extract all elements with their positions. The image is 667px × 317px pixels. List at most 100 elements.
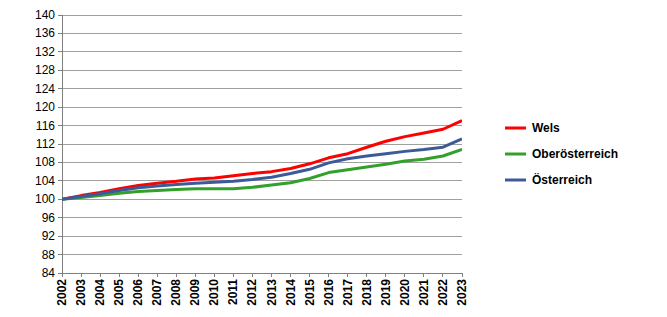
legend-swatch <box>505 153 526 156</box>
x-tick-label: 2003 <box>74 279 88 306</box>
y-tick-label: 128 <box>35 63 55 77</box>
x-tick <box>347 273 348 277</box>
y-tick <box>58 217 62 218</box>
y-tick <box>58 88 62 89</box>
y-tick <box>58 15 62 16</box>
legend-label: Oberösterreich <box>532 147 618 161</box>
y-tick <box>58 144 62 145</box>
x-tick-label: 2013 <box>265 279 279 306</box>
x-tick <box>157 273 158 277</box>
grid-line <box>62 273 462 274</box>
x-tick <box>404 273 405 277</box>
y-tick <box>58 199 62 200</box>
grid-line <box>62 70 462 71</box>
grid-line <box>62 180 462 181</box>
x-tick <box>442 273 443 277</box>
y-tick-label: 120 <box>35 100 55 114</box>
x-tick <box>214 273 215 277</box>
grid-line <box>62 51 462 52</box>
y-tick-label: 96 <box>42 211 56 225</box>
x-tick-label: 2004 <box>93 279 107 306</box>
grid-line <box>62 88 462 89</box>
series-line <box>62 139 462 199</box>
legend-swatch <box>505 179 526 182</box>
x-tick-label: 2007 <box>150 279 164 306</box>
y-tick <box>58 70 62 71</box>
x-tick-label: 2008 <box>169 279 183 306</box>
x-tick-label: 2010 <box>207 279 221 306</box>
y-tick <box>58 33 62 34</box>
x-tick <box>176 273 177 277</box>
y-tick <box>58 125 62 126</box>
x-tick-label: 2009 <box>188 279 202 306</box>
y-tick-label: 116 <box>36 119 55 133</box>
x-tick <box>81 273 82 277</box>
y-tick-label: 140 <box>35 8 55 22</box>
y-tick <box>58 236 62 237</box>
x-tick-label: 2017 <box>341 279 355 306</box>
series-line <box>62 150 462 200</box>
legend-swatch <box>505 127 526 130</box>
y-tick <box>58 254 62 255</box>
y-tick-label: 132 <box>35 45 55 59</box>
y-tick-label: 136 <box>35 26 55 40</box>
x-tick <box>138 273 139 277</box>
grid-line <box>62 254 462 255</box>
y-tick-label: 92 <box>42 229 56 243</box>
x-tick-label: 2020 <box>398 279 412 306</box>
y-tick <box>58 51 62 52</box>
x-tick-label: 2018 <box>360 279 374 306</box>
x-tick <box>309 273 310 277</box>
x-tick-label: 2021 <box>417 279 431 306</box>
x-tick-label: 2011 <box>226 279 240 305</box>
y-tick-label: 84 <box>42 266 56 280</box>
x-tick-label: 2016 <box>322 279 336 306</box>
series-line <box>62 121 462 200</box>
grid-line <box>62 199 462 200</box>
x-tick <box>119 273 120 277</box>
y-tick <box>58 162 62 163</box>
y-axis <box>62 15 63 273</box>
grid-line <box>62 107 462 108</box>
y-tick <box>58 107 62 108</box>
grid-line <box>62 15 462 16</box>
y-tick-label: 124 <box>35 82 55 96</box>
x-tick-label: 2012 <box>245 279 259 306</box>
x-tick <box>271 273 272 277</box>
y-tick <box>58 273 62 274</box>
y-tick-label: 108 <box>35 155 55 169</box>
grid-line <box>62 236 462 237</box>
series-group <box>62 121 462 200</box>
x-tick-label: 2002 <box>55 279 69 306</box>
x-tick <box>62 273 63 277</box>
x-axis <box>62 273 462 274</box>
x-tick-label: 2005 <box>112 279 126 306</box>
legend: Wels Oberösterreich Österreich <box>505 121 618 187</box>
chart: 84 88 92 96 100 104 108 112 116 120 124 128 132 136 14… <box>0 0 667 317</box>
y-tick-label: 104 <box>35 174 55 188</box>
x-tick <box>100 273 101 277</box>
x-tick <box>252 273 253 277</box>
x-tick-label: 2023 <box>455 279 469 306</box>
x-tick <box>423 273 424 277</box>
grid-line <box>62 217 462 218</box>
x-tick <box>385 273 386 277</box>
y-tick-label: 112 <box>36 137 55 151</box>
x-tick <box>195 273 196 277</box>
legend-label: Wels <box>532 121 560 135</box>
x-tick-label: 2022 <box>436 279 450 306</box>
grid-line <box>62 144 462 145</box>
x-tick <box>290 273 291 277</box>
x-tick-label: 2006 <box>131 279 145 306</box>
x-tick <box>233 273 234 277</box>
x-tick <box>328 273 329 277</box>
y-tick-label: 100 <box>35 192 55 206</box>
x-tick-label: 2014 <box>284 279 298 306</box>
legend-label: Österreich <box>532 172 592 187</box>
y-tick-label: 88 <box>42 248 56 262</box>
grid-line <box>62 125 462 126</box>
x-tick-label: 2015 <box>303 279 317 306</box>
x-tick-label: 2019 <box>379 279 393 306</box>
x-tick <box>462 273 463 277</box>
grid-line <box>62 33 462 34</box>
